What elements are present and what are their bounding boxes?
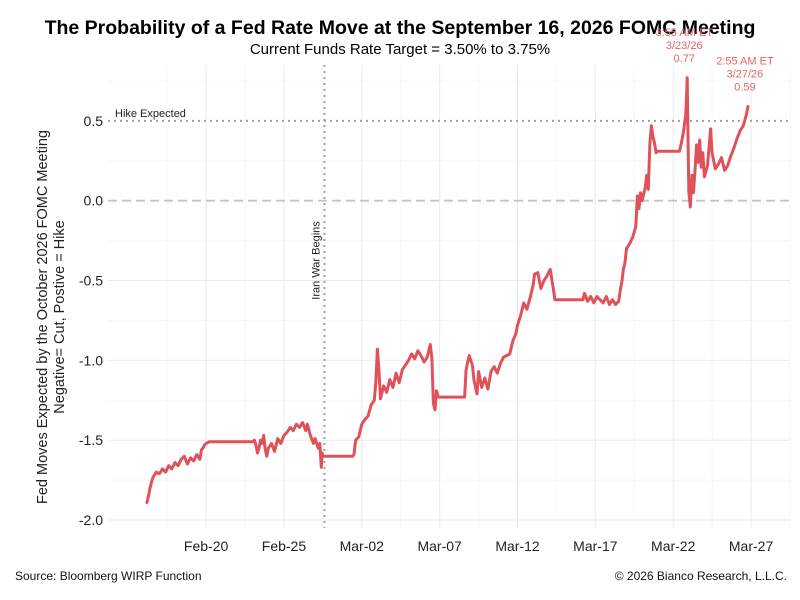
y-tick-label: -1.0: [79, 352, 103, 368]
hike-expected-label: Hike Expected: [115, 108, 186, 120]
y-tick-label: -0.5: [79, 273, 103, 289]
x-tick-label: Mar-27: [729, 538, 774, 554]
peak-annotation-text: 3/23/26: [666, 40, 703, 52]
reference-lines: Hike Expected Iran War Begins: [108, 65, 790, 528]
y-tick-label: -2.0: [79, 512, 103, 528]
iran-war-label: Iran War Begins: [310, 221, 322, 300]
y-tick-label: 0.0: [84, 193, 104, 209]
x-tick-label: Mar-22: [651, 538, 696, 554]
grid: [108, 65, 791, 528]
peak-annotation-text: 3/27/26: [727, 69, 764, 81]
source-note: Source: Bloomberg WIRP Function: [15, 569, 202, 583]
peak-annotation-text: 3:55 AM ET: [655, 27, 713, 39]
x-tick-label: Mar-07: [417, 538, 462, 554]
x-tick-label: Mar-02: [340, 538, 385, 554]
peak-annotation-text: 2:55 AM ET: [716, 56, 774, 68]
copyright-note: © 2026 Bianco Research, L.L.C.: [614, 569, 787, 583]
annotations: 3:55 AM ET3/23/260.77 2:55 AM ET3/27/260.…: [655, 27, 773, 94]
y-axis-ticks: 0.5 0.0 -0.5 -1.0 -1.5 -2.0: [79, 113, 103, 528]
x-tick-label: Mar-17: [573, 538, 618, 554]
y-tick-label: -1.5: [79, 432, 103, 448]
y-tick-label: 0.5: [84, 113, 104, 129]
x-tick-label: Feb-20: [184, 538, 229, 554]
peak-annotation-text: 0.59: [734, 82, 755, 94]
x-axis-ticks: Feb-20 Feb-25 Mar-02 Mar-07 Mar-12 Mar-17 Mar-…: [184, 538, 774, 554]
series-layer: [145, 76, 750, 504]
x-tick-label: Feb-25: [262, 538, 307, 554]
peak-annotation-text: 0.77: [674, 53, 695, 65]
x-tick-label: Mar-12: [495, 538, 540, 554]
chart-subtitle: Current Funds Rate Target = 3.50% to 3.7…: [249, 41, 551, 58]
chart-title: The Probability of a Fed Rate Move at th…: [44, 17, 756, 39]
series-line: [145, 76, 750, 504]
